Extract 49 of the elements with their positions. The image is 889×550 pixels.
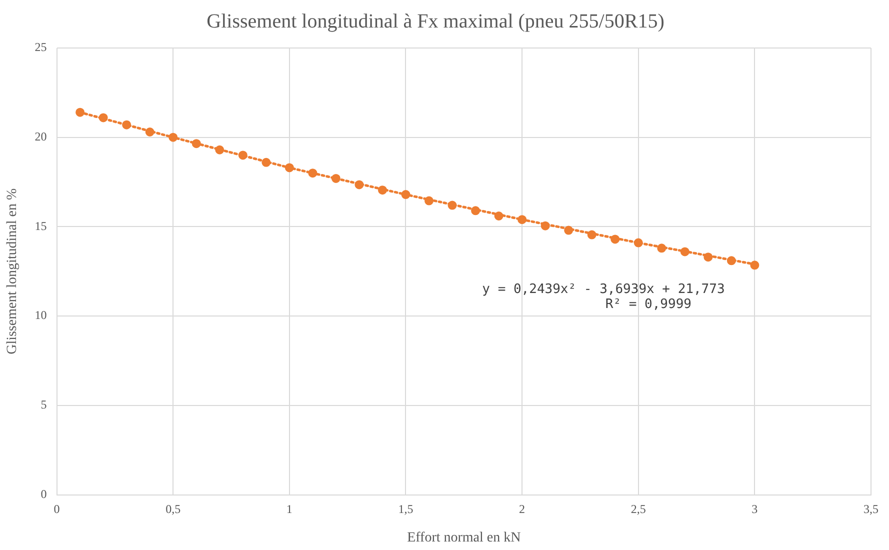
y-tick-label: 25 [34, 40, 47, 54]
x-tick-label: 1 [286, 502, 292, 516]
x-tick-label: 2 [519, 502, 526, 516]
point [98, 113, 108, 122]
point [401, 190, 410, 200]
x-tick-label: 0,5 [166, 502, 181, 516]
point [424, 196, 434, 206]
y-tick-label: 15 [34, 218, 47, 233]
point [122, 120, 132, 130]
chart-title: Glissement longitudinal à Fx maximal (pneu 255/50R15) [206, 10, 664, 32]
point [750, 260, 760, 270]
point [354, 180, 364, 190]
point [704, 252, 713, 262]
point [610, 234, 620, 244]
point [215, 145, 224, 154]
point [564, 226, 574, 235]
point [518, 215, 527, 224]
y-tick-label: 5 [40, 398, 47, 412]
point [448, 200, 457, 210]
point [145, 128, 154, 136]
point [331, 174, 340, 183]
point [378, 186, 387, 195]
point [634, 238, 643, 248]
x-tick-label: 0 [54, 502, 60, 516]
point [471, 206, 480, 216]
x-tick-label: 1,5 [398, 502, 414, 516]
x-tick-label: 3 [752, 502, 758, 516]
point [76, 108, 85, 117]
point [657, 244, 666, 253]
point [284, 163, 294, 172]
point [192, 139, 201, 148]
point [238, 150, 248, 160]
point [726, 256, 736, 266]
point [494, 211, 504, 220]
point [540, 221, 550, 230]
x-tick-label: 2,5 [630, 502, 646, 516]
point [262, 158, 271, 167]
x-axis-title: Effort normal en kN [407, 530, 521, 546]
point [680, 247, 690, 256]
y-tick-label: 0 [40, 486, 47, 501]
annotation: y = 0,2439x² - 3,6939x + 21,773 [482, 282, 725, 297]
y-tick-label: 20 [34, 130, 47, 144]
x-tick-label: 3,5 [864, 502, 878, 516]
point [308, 168, 318, 178]
y-axis-title: Glissement longitudinal en % [5, 188, 20, 354]
point [168, 132, 178, 142]
annotation: R² = 0,9999 [605, 296, 692, 312]
y-tick-label: 10 [34, 308, 47, 322]
point [587, 230, 596, 240]
